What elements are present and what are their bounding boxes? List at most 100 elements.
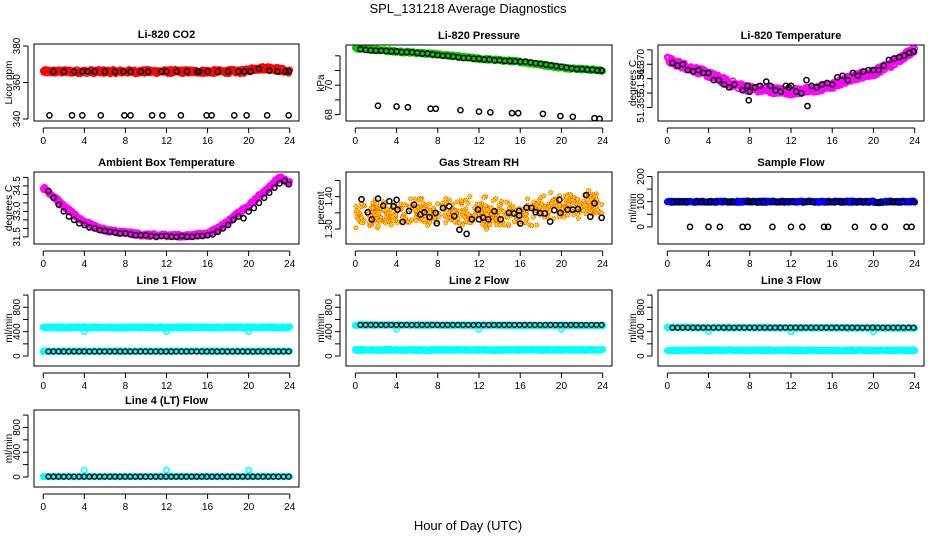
data-point: [750, 198, 758, 206]
data-point: [586, 213, 594, 221]
data-point: [598, 321, 605, 329]
y-tick-label: 68: [324, 109, 335, 121]
data-point: [901, 52, 908, 59]
series-minute-data: [353, 187, 605, 232]
data-point: [715, 76, 723, 84]
x-tick-label: 12: [473, 136, 485, 147]
data-point: [824, 198, 832, 206]
data-point: [787, 223, 795, 231]
data-point: [491, 207, 498, 215]
figure-title: SPL_131218 Average Diagnostics: [369, 1, 567, 16]
data-point: [839, 72, 846, 80]
plot-frame: [33, 289, 300, 367]
x-tick-label: 16: [515, 136, 527, 147]
data-point: [567, 192, 573, 198]
data-point: [550, 206, 558, 214]
data-point: [531, 199, 537, 205]
x-tick-label: 8: [435, 259, 441, 270]
data-point: [58, 20, 63, 25]
x-tick-label: 20: [243, 259, 255, 270]
x-tick-label: 4: [394, 259, 400, 270]
data-point: [368, 215, 376, 223]
data-point: [121, 112, 128, 119]
series-hourly-avg: [669, 47, 918, 97]
data-point: [767, 82, 774, 90]
data-point: [204, 68, 211, 75]
data-point: [484, 206, 490, 212]
data-point: [828, 81, 836, 88]
data-point: [399, 218, 407, 226]
data-point: [456, 226, 463, 234]
data-point: [583, 211, 589, 217]
data-point: [390, 218, 396, 224]
x-tick-label: 24: [597, 136, 609, 147]
data-point: [880, 62, 888, 70]
data-point: [599, 210, 605, 216]
data-point: [730, 81, 738, 88]
data-point: [711, 198, 719, 206]
data-point: [510, 203, 516, 209]
data-point: [243, 112, 250, 119]
data-point: [70, 68, 78, 75]
x-tick-label: 20: [868, 136, 880, 147]
panel-title: Line 2 Flow: [449, 275, 509, 287]
data-point: [851, 223, 859, 231]
data-point: [255, 199, 263, 207]
series-line-flow-high: [39, 323, 294, 332]
data-point: [474, 206, 482, 213]
data-point: [674, 198, 681, 206]
data-point: [564, 194, 570, 200]
data-point: [532, 208, 540, 216]
data-point: [457, 208, 463, 214]
data-point: [353, 203, 359, 209]
data-point: [208, 112, 216, 119]
data-point: [783, 198, 791, 206]
y-tick-label: 31.5: [12, 227, 23, 247]
data-point: [230, 112, 238, 119]
data-point: [851, 198, 859, 206]
y-axis: 31.533.034.5: [12, 176, 29, 247]
data-point: [805, 198, 812, 206]
data-point: [412, 207, 418, 213]
data-point: [408, 196, 414, 202]
data-point: [487, 222, 493, 228]
y-tick-label: 200: [636, 168, 647, 185]
data-point: [762, 78, 770, 85]
y-tick-label: 33.0: [12, 201, 23, 221]
data-point: [404, 103, 412, 111]
data-point: [744, 223, 752, 231]
data-point: [787, 82, 795, 90]
data-point: [739, 86, 746, 94]
data-point: [591, 199, 598, 207]
data-point: [163, 328, 170, 336]
data-point: [370, 200, 376, 206]
data-point: [364, 208, 372, 216]
y-axis: 1.301.40: [324, 179, 341, 239]
panel-title: Gas Stream RH: [439, 157, 519, 169]
data-point: [285, 180, 293, 188]
data-point: [548, 190, 554, 196]
y-axis-label: degrees C: [628, 60, 639, 106]
data-point: [456, 220, 462, 226]
x-tick-label: 12: [473, 259, 485, 270]
data-point: [515, 207, 523, 215]
x-tick-label: 16: [515, 259, 527, 270]
plot-frame: [345, 44, 613, 122]
data-point: [813, 83, 821, 91]
data-point: [420, 201, 426, 207]
data-point: [522, 219, 528, 225]
data-point: [801, 198, 808, 206]
x-tick-label: 8: [747, 136, 753, 147]
data-point: [81, 328, 88, 336]
data-point: [260, 194, 268, 202]
data-point: [877, 198, 885, 206]
data-point: [144, 68, 152, 75]
data-point: [50, 68, 57, 75]
data-point: [426, 213, 433, 221]
data-point: [594, 67, 601, 74]
x-axis: 0 4 8 12 16 20 24: [665, 127, 921, 147]
